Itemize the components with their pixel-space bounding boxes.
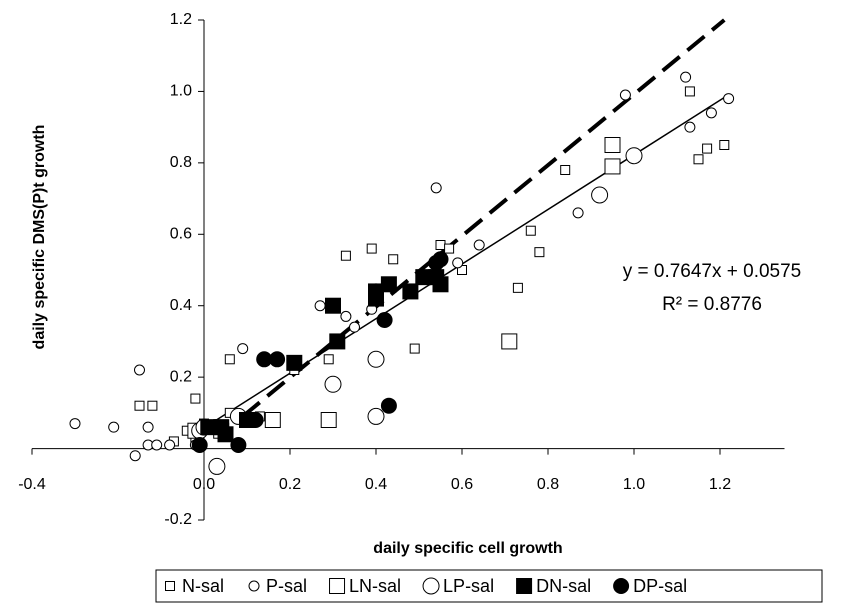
point bbox=[142, 421, 154, 433]
point bbox=[619, 89, 631, 101]
point bbox=[366, 243, 377, 254]
r-squared: R² = 0.8776 bbox=[662, 294, 762, 315]
point bbox=[208, 419, 225, 436]
point bbox=[340, 250, 351, 261]
point bbox=[430, 182, 442, 194]
y-tick-label: 0.4 bbox=[170, 297, 192, 314]
legend-box bbox=[155, 569, 823, 603]
point bbox=[625, 147, 643, 165]
point bbox=[428, 269, 445, 286]
y-axis-title: daily specific DMS(P)t growth bbox=[31, 125, 48, 350]
point bbox=[435, 240, 446, 250]
point bbox=[147, 400, 158, 411]
equation: y = 0.7647x + 0.0575 bbox=[623, 261, 802, 282]
x-tick-label: 0.0 bbox=[193, 476, 215, 493]
legend-label: N-sal bbox=[182, 576, 224, 596]
point bbox=[534, 247, 545, 258]
point bbox=[247, 412, 264, 428]
point bbox=[693, 154, 704, 165]
x-tick-label: 0.2 bbox=[279, 476, 301, 493]
legend-marker bbox=[422, 577, 440, 595]
point bbox=[320, 412, 337, 428]
x-axis-title: daily specific cell growth bbox=[373, 540, 562, 557]
point bbox=[380, 397, 397, 414]
point bbox=[380, 276, 397, 293]
point bbox=[680, 71, 692, 83]
point bbox=[264, 412, 281, 428]
y-tick-label: 1.2 bbox=[170, 11, 192, 28]
point bbox=[684, 121, 696, 133]
legend-marker bbox=[516, 578, 533, 594]
x-tick-label: 1.2 bbox=[709, 476, 731, 493]
point bbox=[190, 393, 201, 404]
legend-label: LN-sal bbox=[349, 576, 401, 596]
point bbox=[325, 297, 341, 314]
x-tick-label: 0.4 bbox=[365, 476, 387, 493]
point bbox=[134, 364, 145, 376]
legend-marker bbox=[165, 581, 175, 591]
point bbox=[108, 421, 120, 433]
point bbox=[705, 107, 717, 119]
point bbox=[376, 312, 393, 328]
point bbox=[501, 333, 518, 350]
point bbox=[349, 321, 360, 333]
x-tick-label: 0.8 bbox=[537, 476, 559, 493]
point bbox=[340, 310, 352, 322]
point bbox=[702, 143, 713, 154]
point bbox=[367, 350, 385, 368]
point bbox=[323, 354, 334, 365]
point bbox=[269, 351, 286, 368]
point bbox=[237, 343, 249, 355]
legend-label: DP-sal bbox=[633, 576, 687, 596]
legend-label: P-sal bbox=[266, 576, 307, 596]
point bbox=[560, 165, 571, 175]
x-tick-label: 1.0 bbox=[623, 476, 645, 493]
y-tick-label: 1.0 bbox=[170, 83, 192, 100]
legend-label: DN-sal bbox=[536, 576, 591, 596]
point bbox=[452, 257, 464, 269]
point bbox=[329, 333, 346, 350]
point bbox=[572, 207, 584, 219]
point bbox=[473, 239, 485, 251]
point bbox=[604, 137, 621, 153]
point bbox=[286, 354, 303, 371]
y-tick-label: 0.6 bbox=[170, 226, 192, 243]
point bbox=[134, 400, 145, 411]
point bbox=[324, 375, 342, 393]
point bbox=[224, 354, 235, 365]
point bbox=[367, 407, 385, 425]
reference-line bbox=[241, 18, 726, 418]
point bbox=[368, 283, 384, 300]
point bbox=[591, 186, 609, 204]
point bbox=[230, 437, 247, 453]
point bbox=[151, 439, 163, 451]
point bbox=[164, 439, 176, 451]
point bbox=[402, 283, 419, 300]
point bbox=[525, 225, 536, 236]
legend-marker bbox=[329, 578, 346, 594]
point bbox=[604, 158, 621, 175]
point bbox=[388, 254, 399, 265]
point bbox=[409, 343, 420, 354]
y-tick-label: -0.2 bbox=[164, 511, 192, 528]
point bbox=[512, 282, 523, 293]
y-tick-label: 0.2 bbox=[170, 368, 192, 385]
point bbox=[444, 243, 455, 254]
y-tick-label: 0.8 bbox=[170, 154, 192, 171]
point bbox=[208, 457, 226, 475]
point bbox=[723, 93, 735, 105]
point bbox=[191, 437, 208, 453]
legend-marker bbox=[613, 578, 630, 594]
point bbox=[684, 86, 695, 97]
point bbox=[432, 251, 449, 268]
point bbox=[69, 418, 81, 430]
point bbox=[719, 140, 730, 150]
legend-marker bbox=[248, 580, 260, 592]
point bbox=[129, 450, 141, 462]
x-tick-label: 0.6 bbox=[451, 476, 473, 493]
x-tick-label: -0.4 bbox=[18, 476, 46, 493]
point bbox=[314, 300, 326, 312]
legend-label: LP-sal bbox=[443, 576, 494, 596]
